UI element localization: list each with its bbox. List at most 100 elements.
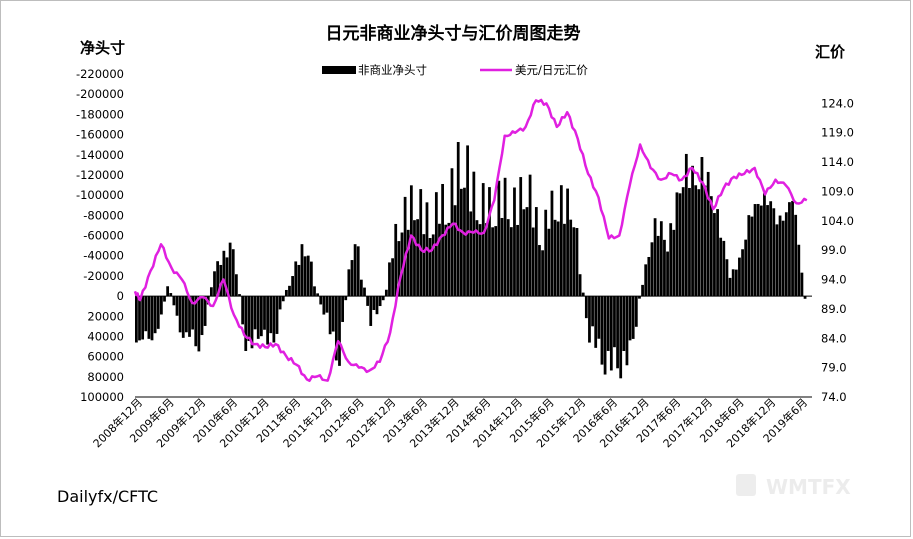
net-position-bar <box>569 219 573 297</box>
net-position-bar <box>656 235 660 297</box>
net-position-bar <box>566 188 569 297</box>
net-position-bar <box>191 296 195 330</box>
net-position-bar <box>613 296 616 348</box>
net-position-bar <box>538 245 541 297</box>
net-position-bar <box>388 262 391 297</box>
net-position-bars <box>135 142 807 379</box>
net-position-bar <box>316 293 319 297</box>
left-tick-label-16: 100000 <box>80 390 124 404</box>
net-position-bar <box>556 221 560 297</box>
net-position-bar <box>344 296 348 301</box>
net-position-bar <box>544 209 548 297</box>
net-position-bar <box>616 296 619 369</box>
net-position-bar <box>331 296 335 332</box>
net-position-bar <box>484 223 488 297</box>
net-position-bar <box>697 189 701 297</box>
net-position-bar <box>381 296 385 301</box>
net-position-bar <box>156 296 160 329</box>
net-position-bar <box>728 277 732 297</box>
net-position-bar <box>588 296 591 343</box>
net-position-bar <box>153 296 157 334</box>
net-position-bar <box>450 168 454 297</box>
net-position-bar <box>300 244 304 297</box>
net-position-bar <box>659 221 663 297</box>
net-position-bar <box>406 229 410 297</box>
left-tick-label-4: -140000 <box>76 148 124 162</box>
net-position-bar <box>522 209 526 297</box>
net-position-bar <box>559 185 563 297</box>
net-position-bar <box>353 244 357 297</box>
net-position-bar <box>506 219 510 297</box>
left-tick-label-8: -60000 <box>83 229 124 243</box>
net-position-bar <box>575 228 579 297</box>
net-position-bar <box>475 220 479 297</box>
net-position-bar <box>256 296 260 339</box>
net-position-bar <box>716 209 719 297</box>
net-position-bar <box>241 296 245 325</box>
left-tick-label-10: -20000 <box>83 269 124 283</box>
net-position-bar <box>341 296 344 322</box>
net-position-bar <box>322 296 326 315</box>
net-position-bar <box>734 269 738 297</box>
right-tick-label-0: 124.0 <box>821 96 854 110</box>
net-position-bar <box>563 223 566 297</box>
net-position-bar <box>644 264 648 297</box>
net-position-bar <box>447 222 451 297</box>
net-position-bar <box>672 229 676 297</box>
net-position-bar <box>650 242 654 297</box>
net-position-bar <box>234 274 238 297</box>
net-position-bar <box>731 269 735 297</box>
net-position-bar <box>269 296 273 334</box>
net-position-bar <box>275 296 279 334</box>
net-position-bar <box>766 205 769 297</box>
net-position-bar <box>356 246 360 297</box>
net-position-bar <box>597 296 601 339</box>
net-position-bar <box>172 296 176 306</box>
net-position-bar <box>572 227 576 297</box>
watermark-text: WMTFX <box>766 475 851 499</box>
net-position-bar <box>641 284 644 297</box>
net-position-bar <box>503 177 507 297</box>
net-position-bar <box>547 228 551 297</box>
net-position-bar <box>363 287 366 297</box>
net-position-bar <box>509 227 513 297</box>
net-position-bar <box>347 269 351 297</box>
net-position-bar <box>459 188 463 297</box>
net-position-bar <box>634 296 638 327</box>
net-position-bar <box>466 145 469 297</box>
net-position-bar <box>756 203 760 297</box>
net-position-bar <box>791 200 794 297</box>
net-position-bar <box>228 242 232 297</box>
net-position-bar <box>663 239 666 297</box>
right-tick-label-6: 94.0 <box>821 273 847 287</box>
net-position-bar <box>438 223 441 297</box>
net-position-bar <box>578 274 582 297</box>
net-position-bar <box>328 296 332 335</box>
net-position-bar <box>166 286 170 297</box>
net-position-bar <box>400 232 404 297</box>
right-tick-label-8: 84.0 <box>821 331 847 345</box>
left-tick-label-0: -220000 <box>76 67 124 81</box>
net-position-bar <box>138 296 141 341</box>
net-position-bar <box>266 296 269 345</box>
right-tick-label-7: 89.0 <box>821 302 847 316</box>
net-position-bar <box>669 223 673 297</box>
net-position-bar <box>150 296 154 341</box>
net-position-bar <box>250 296 254 349</box>
net-position-bar <box>175 296 179 316</box>
legend-label-line: 美元/日元汇价 <box>515 63 588 77</box>
net-position-bar <box>200 296 204 336</box>
net-position-bar <box>803 296 807 299</box>
left-tick-label-14: 60000 <box>87 350 124 364</box>
net-position-bar <box>691 165 694 297</box>
net-position-bar <box>369 296 373 326</box>
net-position-bar <box>694 185 698 297</box>
left-tick-label-12: 20000 <box>87 309 124 323</box>
net-position-bar <box>772 208 776 297</box>
left-tick-label-2: -180000 <box>76 107 124 121</box>
chart-title: 日元非商业净头寸与汇价周图走势 <box>326 23 581 44</box>
net-position-bar <box>472 171 476 297</box>
net-position-bar <box>384 289 388 297</box>
net-position-bar <box>619 296 623 379</box>
net-position-bar <box>213 271 216 297</box>
